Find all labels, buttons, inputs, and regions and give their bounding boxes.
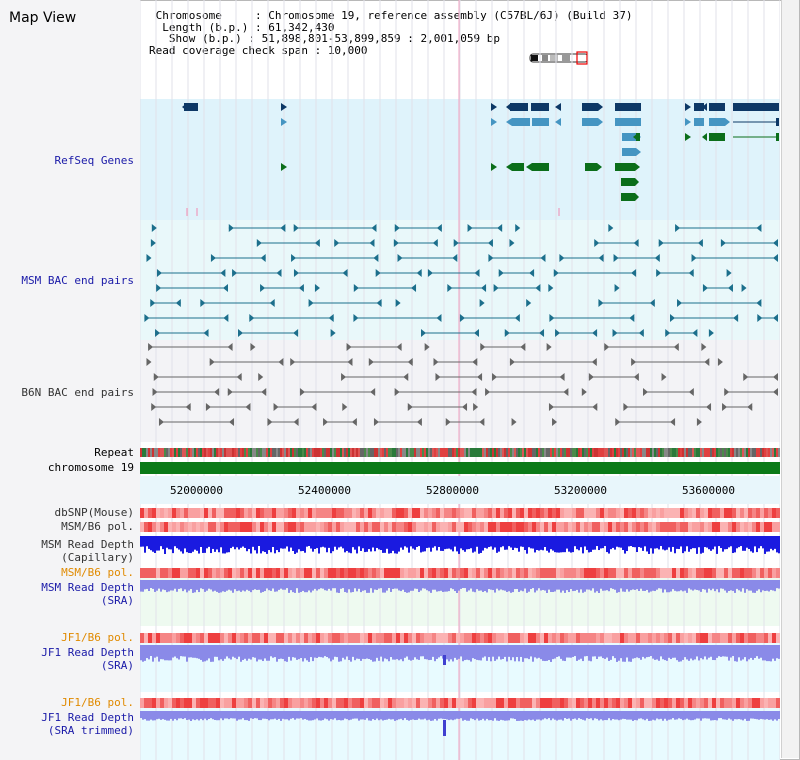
coverage-value: 10,000: [327, 43, 368, 57]
label-chromosome[interactable]: chromosome 19: [47, 461, 134, 474]
ruler-tick: 52400000: [298, 484, 351, 497]
label-dbsnp[interactable]: dbSNP(Mouse): [54, 506, 134, 519]
page-title: Map View: [9, 10, 77, 26]
info-header: Chromosome : Chromosome 19, reference as…: [149, 10, 632, 56]
label-jf1-b6-pol[interactable]: JF1/B6 pol.: [61, 631, 134, 644]
jf1-sra-track: [140, 640, 780, 692]
label-jf1-depth-trimmed[interactable]: JF1 Read Depth (SRA trimmed): [41, 711, 134, 737]
label-msm-depth-capillary[interactable]: MSM Read Depth (Capillary): [41, 538, 134, 564]
ruler-tick: 53200000: [554, 484, 607, 497]
b6n-bac-track: [140, 340, 780, 442]
label-repeat[interactable]: Repeat: [94, 446, 134, 459]
label-column: [0, 0, 140, 760]
length-value: 61,342,430: [268, 20, 335, 34]
label-msm-bac[interactable]: MSM BAC end pairs: [21, 274, 134, 287]
label-msm-b6-pol[interactable]: MSM/B6 pol.: [61, 520, 134, 533]
ruler-tick: 52000000: [170, 484, 223, 497]
ruler-tick: 53600000: [682, 484, 735, 497]
label-msm-depth-sra[interactable]: MSM Read Depth (SRA): [41, 581, 134, 607]
ruler-tick: 52800000: [426, 484, 479, 497]
label-refseq[interactable]: RefSeq Genes: [54, 154, 134, 167]
msm-bac-track: [140, 220, 780, 340]
label-jf1-b6-pol-2[interactable]: JF1/B6 pol.: [61, 696, 134, 709]
position-ruler: 52000000 52400000 52800000 53200000 5360…: [140, 476, 780, 504]
jf1-trim-track: [140, 706, 780, 760]
label-b6n-bac[interactable]: B6N BAC end pairs: [21, 386, 134, 399]
label-msm-b6-pol-2[interactable]: MSM/B6 pol.: [61, 566, 134, 579]
length-row: Length (b.p.) : 61,342,430: [149, 20, 632, 34]
vertical-scrollbar[interactable]: [781, 0, 799, 758]
label-jf1-depth-sra[interactable]: JF1 Read Depth (SRA): [41, 646, 134, 672]
coverage-label: Read coverage check span :: [149, 43, 328, 57]
length-label: Length (b.p.) :: [155, 20, 269, 34]
chromosome-label: Chromosome :: [155, 9, 269, 22]
refseq-track: [140, 99, 780, 220]
chromosome-ideogram[interactable]: [528, 51, 592, 65]
msm-sra-track: [140, 578, 780, 626]
show-value: 51,898,801-53,899,859 : 2,001,059 bp: [261, 32, 501, 45]
